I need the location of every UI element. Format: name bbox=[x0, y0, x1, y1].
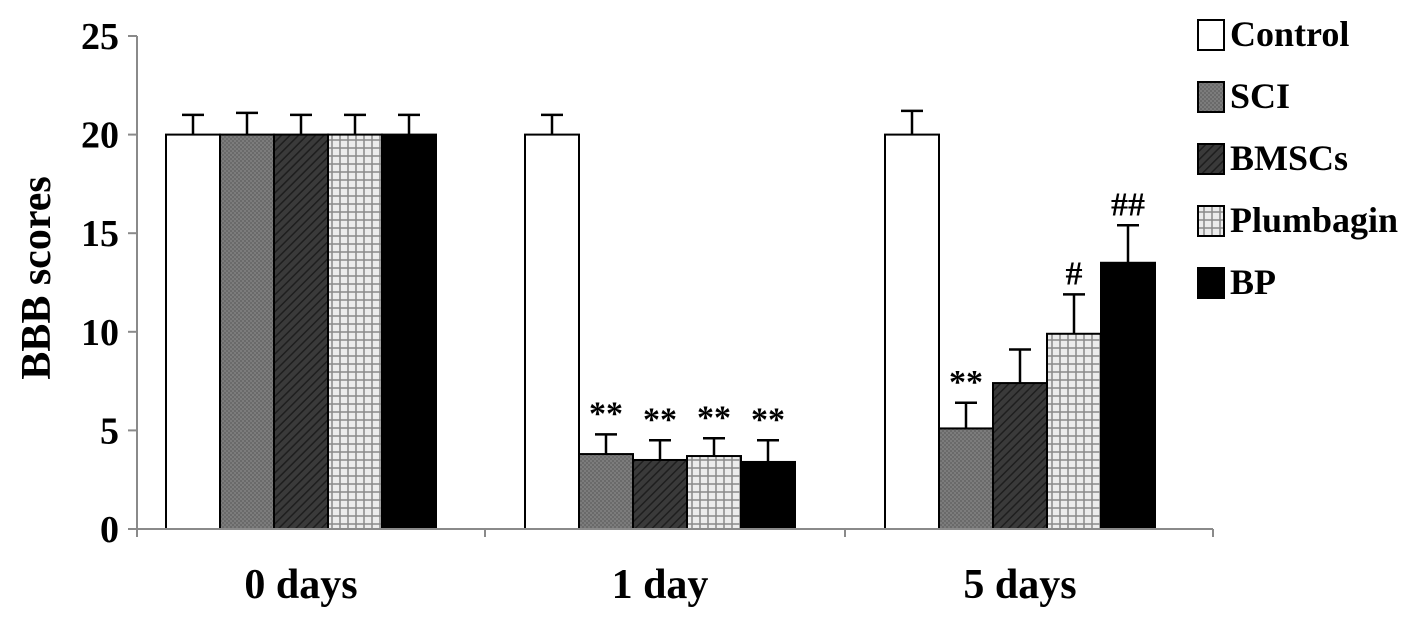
significance-mark: ** bbox=[751, 401, 785, 438]
significance-mark: ** bbox=[949, 364, 983, 401]
significance-annotations: ** ** ** ****### bbox=[589, 186, 1145, 438]
bar-sci-1 bbox=[578, 453, 634, 530]
bar-bmscs-2 bbox=[992, 382, 1048, 530]
bar-bmscs-0 bbox=[273, 133, 329, 530]
bar-sci-0 bbox=[219, 133, 275, 530]
y-tick-label: 15 bbox=[81, 213, 119, 255]
axes bbox=[136, 36, 1213, 530]
significance-mark: ** bbox=[589, 395, 623, 432]
y-tick-label: 5 bbox=[100, 410, 119, 452]
y-tick-label: 25 bbox=[81, 16, 119, 58]
legend-swatch-plumbagin bbox=[1197, 205, 1225, 237]
legend-label-control: Control bbox=[1230, 14, 1349, 54]
bar-bp-2 bbox=[1100, 261, 1156, 530]
bar-bp-0 bbox=[381, 133, 437, 530]
bars bbox=[165, 133, 1156, 531]
bar-control-0 bbox=[165, 133, 221, 530]
bar-bmscs-1 bbox=[632, 458, 688, 531]
bar-control-1 bbox=[524, 133, 580, 530]
legend-swatch-bmscs bbox=[1197, 143, 1225, 175]
y-tick-label: 10 bbox=[81, 312, 119, 354]
y-axis-ticks: 0 5 10 15 20 25 bbox=[81, 16, 137, 551]
legend: Control SCI BMSCs Plumbagin BP bbox=[1197, 14, 1398, 302]
significance-mark: ## bbox=[1111, 186, 1145, 223]
legend-label-sci: SCI bbox=[1230, 76, 1290, 116]
significance-mark: ** bbox=[643, 401, 677, 438]
significance-mark: # bbox=[1066, 255, 1083, 292]
legend-swatch-bp bbox=[1197, 267, 1225, 299]
bar-plumbagin-0 bbox=[327, 133, 383, 530]
legend-label-bp: BP bbox=[1230, 262, 1276, 302]
significance-mark: ** bbox=[697, 399, 731, 436]
bar-bp-1 bbox=[740, 460, 796, 530]
bar-sci-2 bbox=[938, 427, 994, 531]
y-tick-label: 0 bbox=[100, 509, 119, 551]
legend-label-bmscs: BMSCs bbox=[1230, 138, 1348, 178]
y-tick-label: 20 bbox=[81, 115, 119, 157]
x-category-label: 5 days bbox=[963, 562, 1076, 608]
x-category-label: 1 day bbox=[612, 562, 709, 608]
legend-swatch-control bbox=[1197, 19, 1225, 51]
bar-plumbagin-2 bbox=[1046, 332, 1102, 530]
legend-swatch-sci bbox=[1197, 81, 1225, 113]
bar-plumbagin-1 bbox=[686, 455, 742, 531]
y-axis-label: BBB scores bbox=[14, 176, 60, 379]
error-bars bbox=[182, 109, 1139, 462]
x-axis-categories: 0 days 1 day 5 days bbox=[136, 529, 1214, 608]
x-category-label: 0 days bbox=[244, 562, 357, 608]
legend-label-plumbagin: Plumbagin bbox=[1230, 200, 1398, 240]
bar-control-2 bbox=[884, 133, 940, 530]
